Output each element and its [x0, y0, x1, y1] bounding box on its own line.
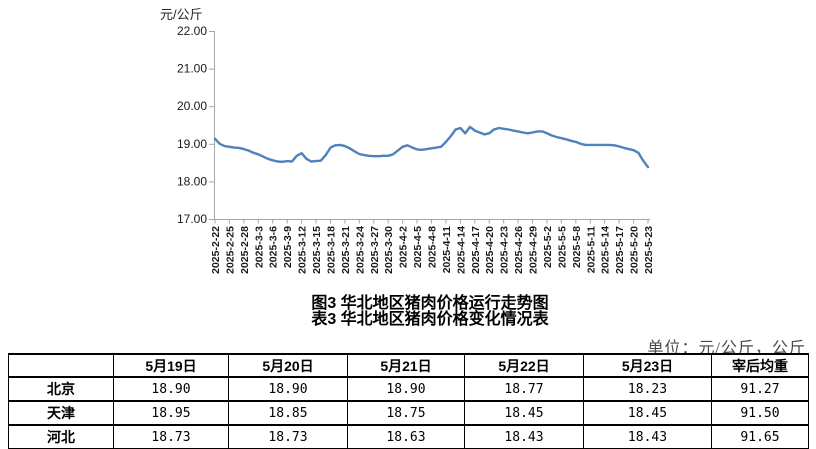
price-cell: 18.73 — [228, 424, 348, 449]
x-tick-label: 2025-5-20 — [629, 226, 641, 274]
x-tick-label: 2025-4-23 — [499, 226, 511, 274]
x-tick-label: 2025-4-29 — [528, 226, 540, 274]
y-tick-label: 20.00 — [177, 99, 207, 113]
price-cell: 91.50 — [711, 400, 809, 426]
x-tick-label: 2025-5-23 — [643, 226, 655, 274]
column-header: 宰后均重 — [711, 353, 809, 378]
price-cell: 91.65 — [711, 424, 809, 449]
x-tick-label: 2025-4-8 — [427, 226, 439, 268]
x-tick-label: 2025-4-26 — [513, 226, 525, 274]
x-tick-label: 2025-5-2 — [542, 226, 554, 268]
price-cell: 91.27 — [711, 376, 809, 402]
x-tick-label: 2025-4-20 — [484, 226, 496, 274]
x-tick-label: 2025-3-27 — [369, 226, 381, 274]
x-tick-label: 2025-3-30 — [383, 226, 395, 274]
region-name: 北京 — [8, 376, 114, 402]
price-cell: 18.90 — [228, 376, 348, 402]
price-cell: 18.73 — [113, 424, 229, 449]
x-tick-label: 2025-5-17 — [614, 226, 626, 274]
y-tick-label: 17.00 — [177, 212, 207, 226]
caption-block: 图3 华北地区猪肉价格运行走势图 表3 华北地区猪肉价格变化情况表 — [44, 296, 816, 328]
price-cell: 18.45 — [583, 400, 712, 426]
y-axis-unit-label: 元/公斤 — [160, 7, 203, 22]
x-tick-label: 2025-5-11 — [585, 226, 597, 273]
table-row: 河北 18.73 18.73 18.63 18.43 18.43 91.65 — [8, 424, 809, 449]
x-tick-label: 2025-4-2 — [398, 226, 410, 268]
column-header — [8, 353, 114, 378]
y-tick-label: 18.00 — [177, 174, 207, 188]
price-cell: 18.85 — [228, 400, 348, 426]
price-cell: 18.95 — [113, 400, 229, 426]
x-tick-label: 2025-3-6 — [268, 226, 280, 268]
x-tick-label: 2025-5-14 — [600, 226, 612, 274]
column-header: 5月19日 — [113, 353, 229, 378]
x-tick-label: 2025-2-25 — [224, 226, 236, 274]
table-header-row: 5月19日 5月20日 5月21日 5月22日 5月23日 宰后均重 — [8, 353, 809, 378]
price-cell: 18.23 — [583, 376, 712, 402]
price-line — [213, 125, 650, 169]
price-cell: 18.90 — [113, 376, 229, 402]
unit-note: 单位：元/公斤，公斤 — [647, 340, 806, 357]
x-tick-label: 2025-5-8 — [571, 226, 583, 268]
price-cell: 18.45 — [464, 400, 584, 426]
price-cell: 18.90 — [347, 376, 465, 402]
x-tick-label: 2025-3-21 — [340, 226, 352, 274]
y-tick-label: 19.00 — [177, 137, 207, 151]
price-cell: 18.43 — [583, 424, 712, 449]
x-tick-label: 2025-3-9 — [282, 226, 294, 268]
x-tick-label: 2025-3-12 — [297, 226, 309, 274]
x-tick-label: 2025-2-28 — [239, 226, 251, 274]
figure-title: 图3 华北地区猪肉价格运行走势图 — [311, 295, 549, 312]
table-row: 天津 18.95 18.85 18.75 18.45 18.45 91.50 — [8, 400, 809, 426]
x-tick-label: 2025-2-22 — [210, 226, 222, 274]
column-header: 5月22日 — [464, 353, 584, 378]
x-tick-label: 2025-3-15 — [311, 226, 323, 274]
x-tick-label: 2025-4-14 — [455, 226, 467, 274]
x-tick-label: 2025-3-3 — [253, 226, 265, 268]
x-tick-label: 2025-3-18 — [325, 226, 337, 274]
region-name: 河北 — [8, 424, 114, 449]
price-cell: 18.43 — [464, 424, 584, 449]
price-cell: 18.77 — [464, 376, 584, 402]
column-header: 5月20日 — [228, 353, 348, 378]
column-header: 5月21日 — [347, 353, 465, 378]
y-tick-label: 21.00 — [177, 62, 207, 76]
x-tick-label: 2025-5-5 — [556, 226, 568, 268]
x-tick-label: 2025-4-17 — [470, 226, 482, 274]
price-table: 5月19日 5月20日 5月21日 5月22日 5月23日 宰后均重 北京 18.90 18.9… — [8, 353, 809, 449]
column-header: 5月23日 — [583, 353, 712, 378]
x-tick-label: 2025-4-11 — [441, 226, 453, 273]
y-tick-label: 22.00 — [177, 24, 207, 38]
x-tick-label: 2025-4-5 — [412, 226, 424, 268]
table-title: 表3 华北地区猪肉价格变化情况表 — [311, 311, 549, 328]
table-row: 北京 18.90 18.90 18.90 18.77 18.23 91.27 — [8, 376, 809, 402]
price-cell: 18.63 — [347, 424, 465, 449]
price-cell: 18.75 — [347, 400, 465, 426]
x-tick-label: 2025-3-24 — [354, 226, 366, 274]
region-name: 天津 — [8, 400, 114, 426]
